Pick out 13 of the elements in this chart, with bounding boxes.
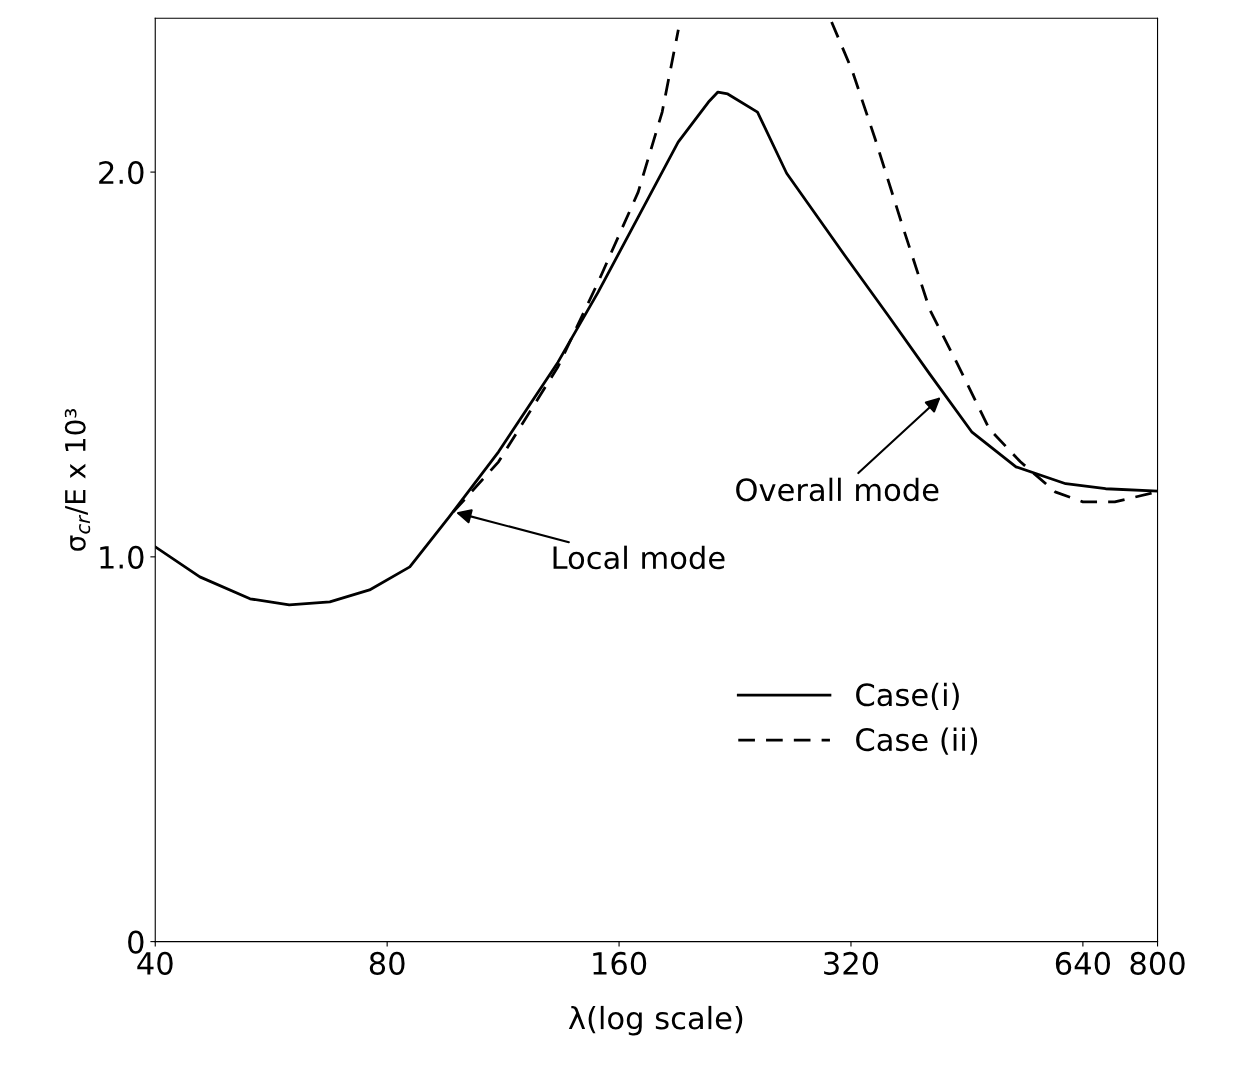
x-tick-label: 160 [593, 951, 647, 975]
x-tick-label: 320 [824, 951, 879, 975]
x-axis-title: λ(log scale) [568, 1005, 743, 1036]
legend-label: Case(i) [856, 682, 959, 710]
x-tick-label: 640 [1055, 951, 1111, 975]
y-tick-label: 1.0 [100, 545, 144, 569]
annotation: Local mode [553, 545, 725, 570]
legend-label: Case (ii) [856, 727, 978, 755]
x-tick-label: 80 [369, 951, 405, 975]
x-tick-label: 800 [1130, 951, 1185, 975]
y-axis-title: σ$_{cr}$/E x 10³ [64, 409, 91, 551]
annotation: Overall mode [736, 477, 939, 502]
y-tick-label: 2.0 [99, 161, 144, 185]
